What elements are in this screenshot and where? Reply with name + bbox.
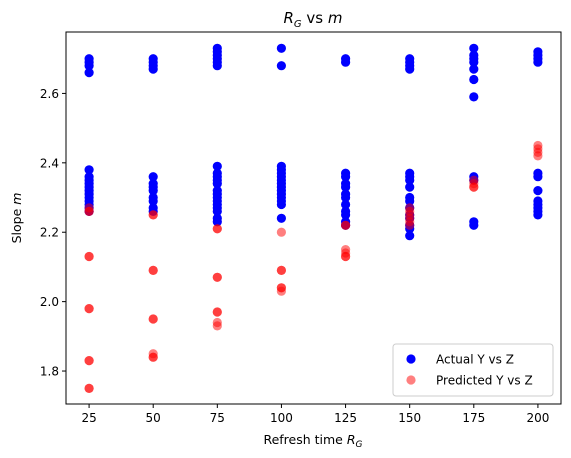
y-tick-label: 2.0 <box>40 295 59 309</box>
legend-label: Predicted Y vs Z <box>436 374 533 388</box>
data-point <box>148 196 158 206</box>
data-point <box>469 43 479 53</box>
data-point <box>84 68 94 78</box>
data-point <box>276 227 286 237</box>
data-point <box>341 182 351 192</box>
data-point <box>84 206 94 216</box>
data-point <box>84 61 94 71</box>
data-point <box>405 182 415 192</box>
data-point <box>341 199 351 210</box>
data-point <box>341 210 351 220</box>
legend-marker <box>406 375 416 385</box>
data-point <box>533 57 543 67</box>
data-point <box>148 352 158 362</box>
y-axis-label: Slope m <box>9 193 24 244</box>
data-point <box>212 179 222 189</box>
data-point <box>276 43 286 53</box>
data-point <box>148 265 158 275</box>
data-point <box>405 220 415 230</box>
x-tick-label: 100 <box>270 411 293 425</box>
y-tick-label: 1.8 <box>40 365 59 379</box>
data-point <box>148 172 158 182</box>
x-tick-label: 200 <box>526 411 549 425</box>
x-tick-label: 75 <box>210 411 225 425</box>
data-point <box>469 64 479 74</box>
data-point <box>84 356 94 366</box>
data-point <box>341 172 351 182</box>
data-point <box>84 165 94 175</box>
data-point <box>469 220 479 230</box>
y-tick-label: 2.6 <box>40 87 59 101</box>
x-tick-label: 50 <box>146 411 161 425</box>
data-point <box>405 64 415 74</box>
x-axis-label: Refresh time RG <box>263 432 362 450</box>
data-point <box>341 57 351 67</box>
chart-title: RG vs m <box>283 9 342 30</box>
data-point <box>469 57 479 67</box>
y-tick-label: 2.2 <box>40 226 59 240</box>
data-point <box>405 231 415 241</box>
y-tick-label: 2.4 <box>40 156 59 170</box>
data-point <box>148 186 158 196</box>
data-point <box>276 199 286 210</box>
data-point <box>405 196 415 206</box>
data-point <box>212 161 222 171</box>
data-point <box>148 64 158 74</box>
data-point <box>212 272 222 282</box>
data-point <box>148 314 158 324</box>
data-point <box>212 307 222 317</box>
data-point <box>212 321 222 331</box>
data-point <box>212 224 222 234</box>
plot-frame <box>65 31 562 405</box>
data-point <box>212 217 222 227</box>
x-tick-label: 125 <box>334 411 357 425</box>
legend: Actual Y vs Z Predicted Y vs Z <box>392 343 554 397</box>
data-point <box>212 61 222 71</box>
legend-marker <box>406 354 416 364</box>
data-point <box>469 92 479 102</box>
legend-box <box>392 343 554 397</box>
data-point <box>533 186 543 196</box>
data-point <box>533 151 543 161</box>
data-point <box>533 172 543 182</box>
data-point <box>84 383 94 393</box>
data-point <box>84 251 94 262</box>
data-point <box>533 210 543 220</box>
data-point <box>469 74 479 85</box>
data-point <box>341 220 351 230</box>
data-point <box>276 61 286 71</box>
x-tick-label: 25 <box>81 411 96 425</box>
data-point <box>469 182 479 192</box>
data-point <box>405 175 415 185</box>
data-point <box>212 206 222 216</box>
series-2 <box>84 140 543 393</box>
x-tick-label: 150 <box>398 411 421 425</box>
data-point <box>341 251 351 262</box>
data-point <box>84 304 94 314</box>
legend-label: Actual Y vs Z <box>436 353 514 367</box>
data-point <box>148 210 158 220</box>
x-tick-label: 175 <box>462 411 485 425</box>
data-point <box>276 286 286 296</box>
data-point <box>276 265 286 275</box>
data-point <box>276 213 286 223</box>
data-point <box>341 192 351 203</box>
